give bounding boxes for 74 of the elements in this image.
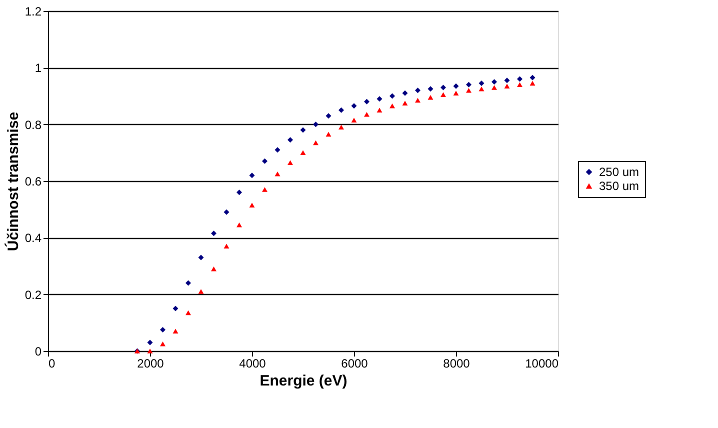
point xyxy=(517,82,522,88)
x-axis-title: Energie (eV) xyxy=(260,372,348,390)
x-tick-label: 8000 xyxy=(443,356,470,370)
point xyxy=(198,254,204,260)
y-tick-label: 1 xyxy=(34,61,42,76)
point xyxy=(530,80,536,86)
x-tick-label: 4000 xyxy=(239,356,266,370)
point xyxy=(428,86,434,92)
legend-label: 350 um xyxy=(599,179,640,193)
point xyxy=(492,85,497,90)
point xyxy=(313,122,318,128)
x-tick-label: 2000 xyxy=(137,356,164,370)
point xyxy=(466,88,472,93)
point xyxy=(198,289,204,294)
point xyxy=(466,82,472,88)
point xyxy=(147,348,153,354)
point xyxy=(428,95,434,100)
point xyxy=(453,83,459,89)
point xyxy=(440,92,446,97)
point xyxy=(376,108,382,113)
point xyxy=(376,96,382,102)
point xyxy=(402,100,408,106)
y-tick-label: 0.8 xyxy=(24,118,42,132)
y-tick-label: 0.6 xyxy=(24,174,42,188)
point xyxy=(415,98,420,103)
point xyxy=(402,90,408,96)
y-tick-label: 1.2 xyxy=(24,4,42,18)
point xyxy=(326,132,332,137)
point xyxy=(249,172,255,178)
point xyxy=(274,172,280,176)
point xyxy=(390,104,395,108)
point xyxy=(478,86,484,92)
point xyxy=(530,74,536,80)
point xyxy=(504,84,510,88)
y-tick-label: 0.2 xyxy=(24,288,42,302)
point xyxy=(504,78,510,84)
point xyxy=(338,124,344,130)
point xyxy=(300,127,306,133)
point xyxy=(224,244,230,249)
point xyxy=(453,90,459,96)
point xyxy=(224,209,230,215)
point xyxy=(172,328,178,334)
point xyxy=(351,103,357,109)
point xyxy=(415,88,420,94)
x-tick-label: 0 xyxy=(48,356,56,370)
point xyxy=(262,158,268,164)
point xyxy=(186,310,191,316)
x-tick-label: 10000 xyxy=(525,356,559,370)
point xyxy=(313,140,318,146)
y-axis-title: Účinnost transmise xyxy=(4,112,22,252)
point xyxy=(160,342,166,346)
point xyxy=(274,147,280,153)
point xyxy=(326,113,332,119)
point xyxy=(351,118,357,122)
point xyxy=(288,137,293,143)
point xyxy=(211,230,216,236)
point xyxy=(249,202,255,208)
point xyxy=(288,160,293,165)
point xyxy=(211,266,216,272)
point xyxy=(338,107,344,113)
point xyxy=(236,190,242,196)
point xyxy=(160,327,166,332)
point xyxy=(147,340,153,346)
x-tick-label: 6000 xyxy=(341,356,368,370)
point xyxy=(300,150,306,156)
point xyxy=(364,98,370,104)
legend-label: 250 um xyxy=(599,165,640,179)
point xyxy=(262,187,268,192)
point xyxy=(172,306,178,312)
y-tick-label: 0 xyxy=(34,344,42,358)
point xyxy=(364,112,370,117)
y-tick-label: 0.4 xyxy=(24,231,42,246)
point xyxy=(236,222,242,228)
point xyxy=(492,79,497,85)
